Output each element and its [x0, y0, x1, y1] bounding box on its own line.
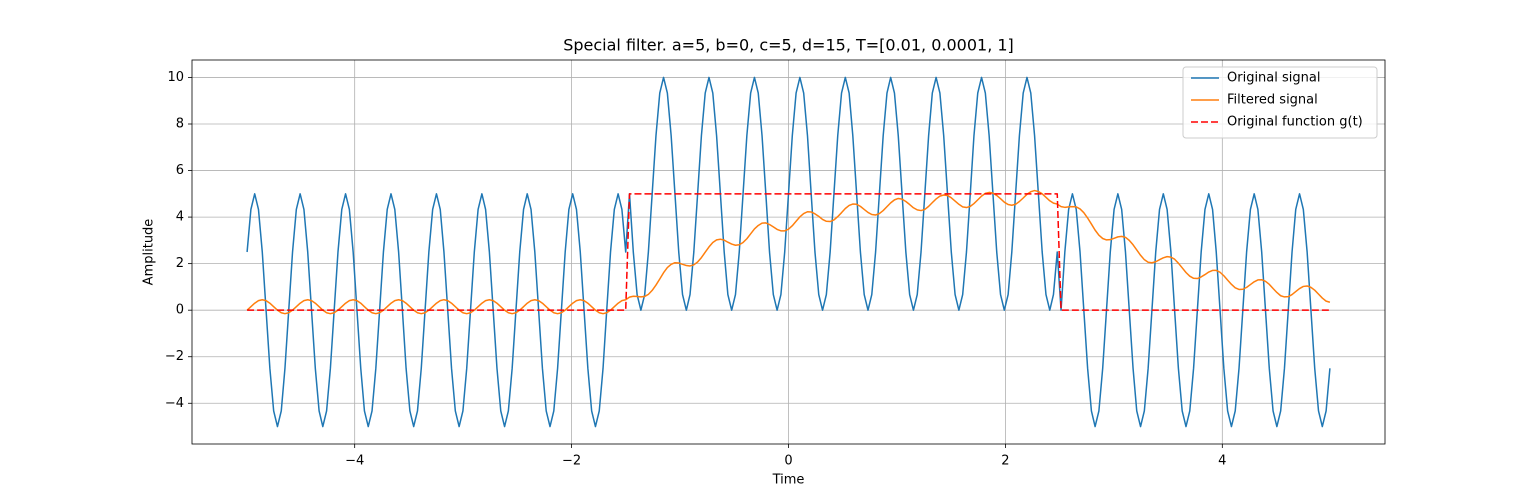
- y-tick-label: −4: [165, 396, 184, 411]
- legend-label: Original signal: [1227, 71, 1320, 86]
- y-tick-label: 2: [176, 256, 184, 271]
- series-line: [246, 189, 1331, 315]
- x-tick-label: −2: [562, 454, 581, 469]
- series-line: [247, 193, 1330, 311]
- y-tick-label: 8: [176, 117, 184, 132]
- x-tick-label: 0: [784, 454, 792, 469]
- x-tick-label: 4: [1218, 454, 1226, 469]
- x-tick-label: −4: [345, 454, 364, 469]
- y-axis-label: Amplitude: [142, 219, 157, 286]
- legend-box: [1182, 66, 1378, 139]
- y-tick-label: 0: [176, 303, 184, 318]
- plot-frame: [191, 59, 1386, 445]
- chart-title: Special filter. a=5, b=0, c=5, d=15, T=[…: [563, 36, 1014, 55]
- x-axis-label: Time: [772, 473, 805, 488]
- x-tick-label: 2: [1001, 454, 1009, 469]
- legend-label: Original function g(t): [1227, 115, 1363, 130]
- y-tick-label: 10: [167, 70, 184, 85]
- y-tick-label: 4: [176, 210, 184, 225]
- legend: Original signal Filtered signal Original f…: [1182, 66, 1378, 139]
- legend-label: Filtered signal: [1227, 93, 1318, 108]
- y-tick-label: −2: [165, 349, 184, 364]
- y-tick-label: 6: [176, 163, 184, 178]
